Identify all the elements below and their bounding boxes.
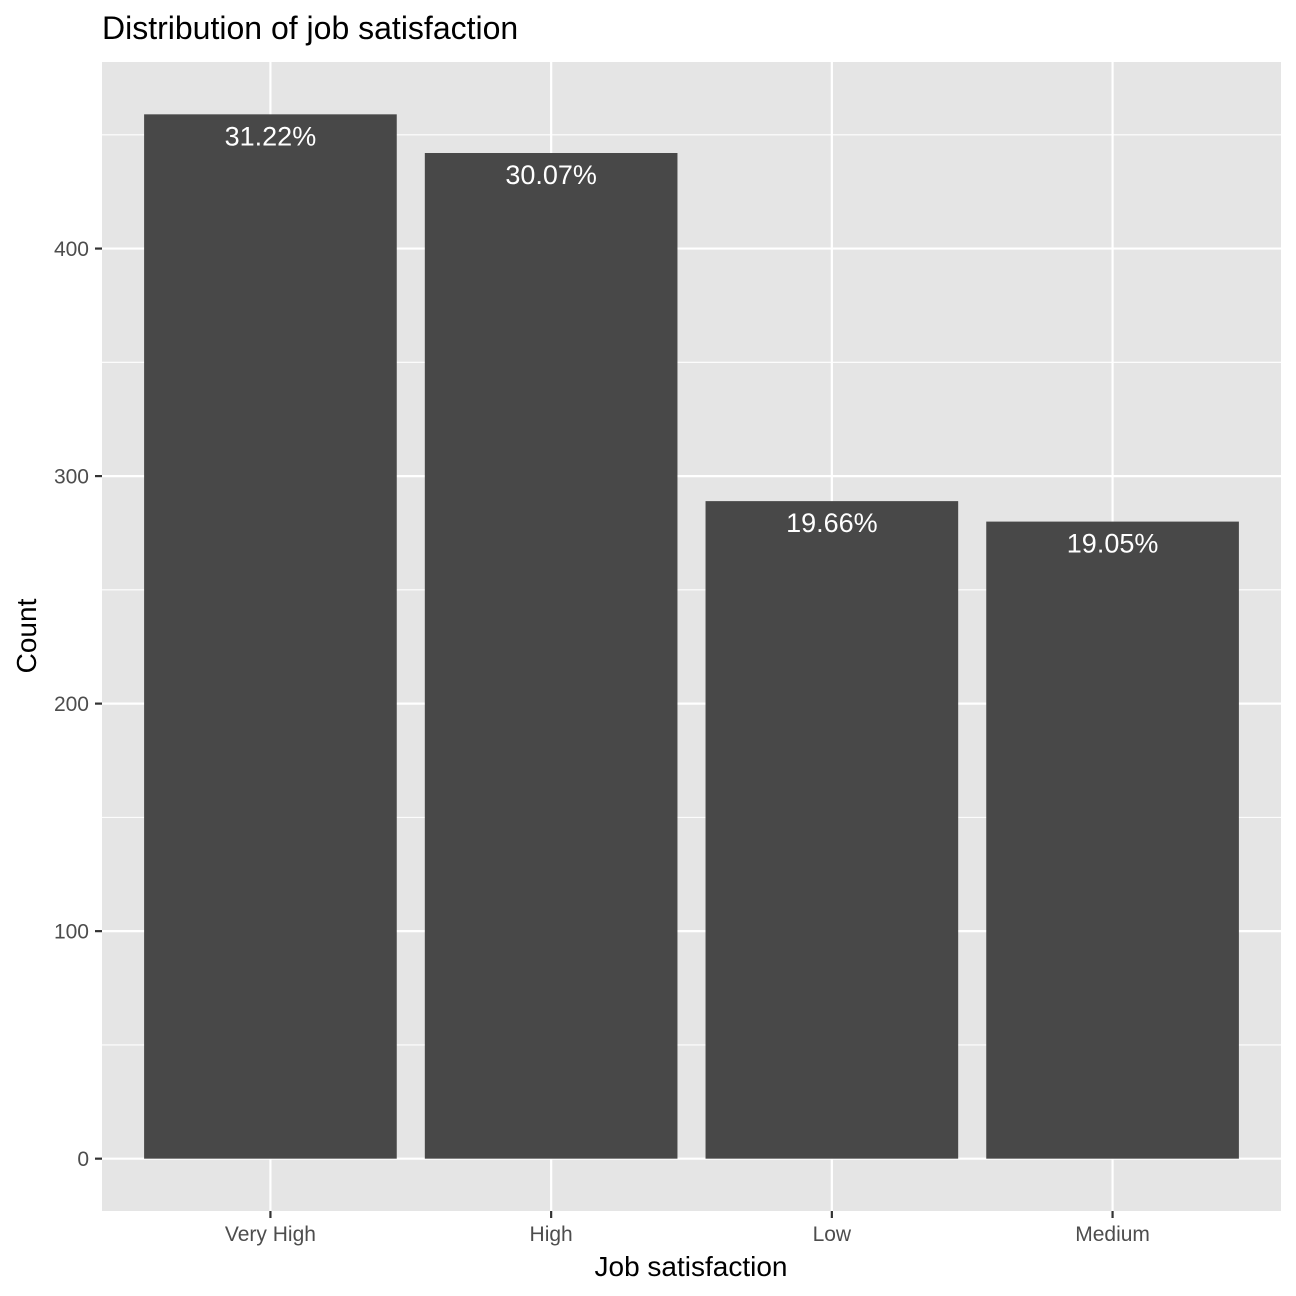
y-axis: 0 100 200 300 400: [54, 238, 102, 1171]
bar-medium: [986, 521, 1239, 1159]
bar-labels: 31.22% 30.07% 19.66% 19.05%: [225, 121, 1159, 558]
x-tick-label: Medium: [1075, 1223, 1150, 1246]
bar-value-label: 19.05%: [1067, 529, 1159, 559]
bars: [144, 114, 1239, 1159]
y-tick-label: 0: [77, 1148, 89, 1171]
bar-value-label: 19.66%: [786, 508, 878, 538]
bar-value-label: 31.22%: [225, 121, 317, 151]
x-tick-label: High: [530, 1223, 573, 1246]
bar-value-label: 30.07%: [505, 160, 597, 190]
chart-title: Distribution of job satisfaction: [102, 10, 518, 46]
x-axis: Very High High Low Medium: [225, 1211, 1150, 1246]
x-tick-label: Low: [813, 1223, 852, 1246]
bar-high: [424, 153, 678, 1159]
bar-low: [705, 501, 959, 1159]
y-tick-label: 200: [54, 693, 89, 716]
y-tick-label: 100: [54, 921, 89, 944]
x-tick-label: Very High: [225, 1223, 316, 1246]
bar-very-high: [144, 114, 397, 1159]
x-axis-title: Job satisfaction: [595, 1251, 788, 1282]
y-tick-label: 400: [54, 238, 89, 261]
y-axis-title: Count: [11, 598, 42, 673]
y-tick-label: 300: [54, 466, 89, 489]
